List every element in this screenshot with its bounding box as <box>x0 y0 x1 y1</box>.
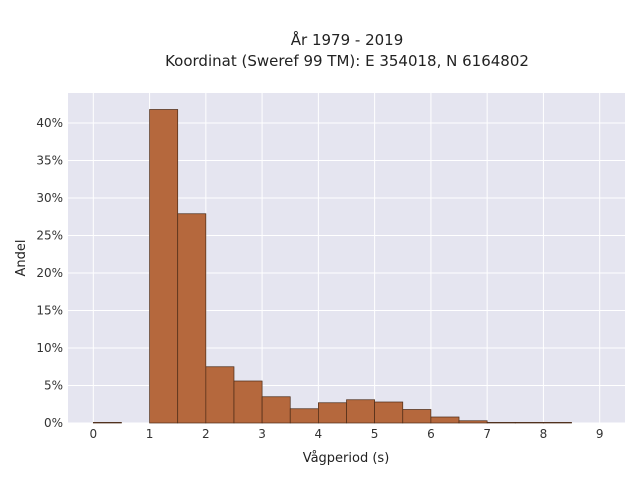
y-tick-label: 40% <box>36 116 63 130</box>
x-tick-label: 4 <box>315 427 323 441</box>
y-tick-label: 15% <box>36 304 63 318</box>
y-axis-ticks: 0% 5% 10% 15% 20% 25% 30% 35% 40% <box>36 116 63 430</box>
histogram-bar <box>458 420 488 424</box>
y-axis-title: Andel <box>14 240 29 277</box>
x-axis-title: Vågperiod (s) <box>303 451 390 466</box>
x-tick-label: 0 <box>89 427 97 441</box>
histogram-bar <box>289 408 319 424</box>
histogram-bar <box>374 401 404 424</box>
x-tick-label: 8 <box>540 427 548 441</box>
y-tick-label: 10% <box>36 341 63 355</box>
y-tick-label: 25% <box>36 229 63 243</box>
histogram-bar <box>514 422 544 424</box>
chart-title-line-2: Koordinat (Sweref 99 TM): E 354018, N 61… <box>165 52 529 70</box>
histogram-bar <box>486 422 516 424</box>
bars <box>92 109 572 424</box>
histogram-bar <box>177 213 207 424</box>
histogram-bar <box>149 109 179 424</box>
x-tick-label: 2 <box>202 427 210 441</box>
histogram-bar <box>205 366 235 424</box>
y-tick-label: 0% <box>44 416 63 430</box>
x-tick-label: 5 <box>371 427 379 441</box>
x-tick-label: 6 <box>427 427 435 441</box>
histogram-bar <box>430 416 460 424</box>
y-tick-label: 5% <box>44 379 63 393</box>
x-tick-label: 1 <box>146 427 154 441</box>
x-tick-label: 3 <box>258 427 266 441</box>
histogram-bar <box>543 422 572 424</box>
histogram-bar <box>318 402 347 424</box>
chart-title-line-1: År 1979 - 2019 <box>291 30 404 49</box>
x-tick-label: 7 <box>483 427 491 441</box>
y-tick-label: 20% <box>36 266 63 280</box>
histogram-bar <box>261 396 291 424</box>
histogram-bar <box>92 422 122 424</box>
x-axis-ticks: 0 1 2 3 4 5 6 7 8 9 <box>89 427 603 441</box>
y-tick-label: 30% <box>36 191 63 205</box>
x-tick-label: 9 <box>596 427 604 441</box>
histogram-bar <box>233 380 263 424</box>
histogram-bar <box>346 399 375 424</box>
histogram-bar <box>402 409 432 424</box>
y-tick-label: 35% <box>36 154 63 168</box>
